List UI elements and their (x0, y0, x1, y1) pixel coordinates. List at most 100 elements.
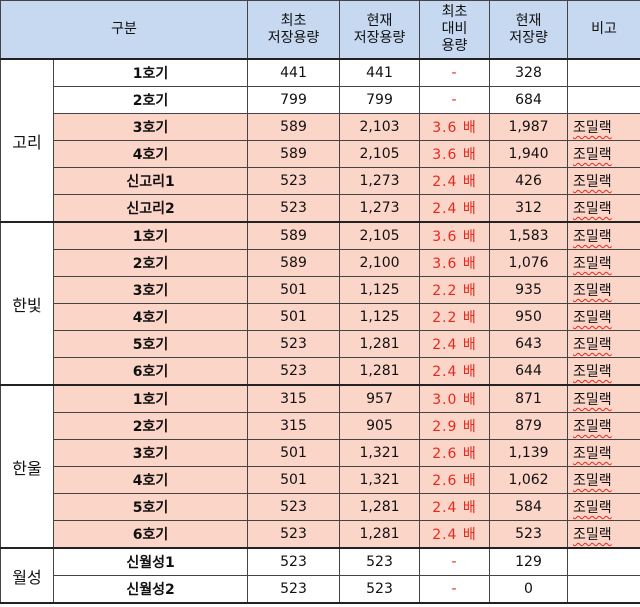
remarks-text: 조밀랙 (573, 283, 612, 299)
capacity-ratio: 2.2 배 (419, 276, 491, 304)
header-current-line2: 저장용량 (353, 29, 406, 46)
current-capacity: 2,105 (339, 221, 421, 250)
remarks: 조밀랙 (567, 357, 640, 386)
remarks-text: 조밀랙 (573, 120, 612, 136)
table-row: 5호기 523 1,281 2.4 배 643 조밀랙 (1, 330, 640, 358)
unit-name: 2호기 (52, 412, 249, 440)
current-storage: 1,062 (489, 466, 569, 494)
remarks-text: 조밀랙 (573, 201, 612, 217)
group-name: 한빛 (0, 221, 54, 386)
current-capacity: 2,103 (339, 113, 421, 141)
capacity-ratio: 2.9 배 (419, 412, 491, 440)
current-capacity: 1,321 (339, 439, 421, 467)
table-row: 2호기 589 2,100 3.6 배 1,076 조밀랙 (1, 249, 640, 277)
current-storage: 1,583 (489, 221, 569, 250)
current-storage: 1,987 (489, 113, 569, 141)
table-row: 신월성2 523 523-0 (1, 575, 640, 604)
initial-capacity: 501 (247, 276, 341, 304)
initial-capacity: 501 (247, 303, 341, 331)
current-capacity: 1,125 (339, 303, 421, 331)
remarks-text: 조밀랙 (573, 147, 612, 163)
capacity-ratio: 2.6 배 (419, 466, 491, 494)
table-row: 3호기 501 1,125 2.2 배 935 조밀랙 (1, 276, 640, 304)
current-storage: 644 (489, 357, 569, 386)
initial-capacity: 523 (247, 493, 341, 521)
header-category: 구분 (0, 0, 249, 60)
remarks-text: 조밀랙 (573, 229, 612, 245)
current-storage: 426 (489, 167, 569, 195)
header-current-line1: 현재 (366, 12, 393, 29)
current-capacity: 957 (339, 384, 421, 413)
remarks: 조밀랙 (567, 439, 640, 467)
initial-capacity: 523 (247, 547, 341, 576)
current-storage: 584 (489, 493, 569, 521)
unit-name: 5호기 (52, 330, 249, 358)
remarks (567, 58, 640, 87)
remarks-text: 조밀랙 (573, 174, 612, 190)
unit-name: 3호기 (52, 113, 249, 141)
unit-name: 신고리2 (52, 194, 249, 223)
capacity-ratio: 2.4 배 (419, 194, 491, 223)
remarks: 조밀랙 (567, 493, 640, 521)
header-current-capacity: 현재 저장용량 (339, 0, 421, 60)
capacity-ratio: 2.4 배 (419, 167, 491, 195)
header-initial-capacity: 최초 저장용량 (247, 0, 341, 60)
current-storage: 0 (489, 575, 569, 604)
remarks: 조밀랙 (567, 412, 640, 440)
remarks-text: 조밀랙 (573, 364, 612, 380)
current-capacity: 1,281 (339, 330, 421, 358)
header-row: 구분 최초 저장용량 현재 저장용량 최초 대비 용량 현재 저장량 비고 (0, 0, 640, 60)
remarks: 조밀랙 (567, 466, 640, 494)
current-storage: 1,076 (489, 249, 569, 277)
remarks: 조밀랙 (567, 303, 640, 331)
table-row: 월성 신월성1 523 523-129 (0, 547, 640, 604)
capacity-ratio: 2.4 배 (419, 330, 491, 358)
unit-name: 3호기 (52, 439, 249, 467)
remarks: 조밀랙 (567, 140, 640, 168)
unit-name: 6호기 (52, 520, 249, 549)
remarks-text: 조밀랙 (573, 392, 612, 408)
capacity-ratio: 2.6 배 (419, 439, 491, 467)
initial-capacity: 523 (247, 167, 341, 195)
current-storage: 1,940 (489, 140, 569, 168)
initial-capacity: 315 (247, 412, 341, 440)
table-row: 3호기 589 2,103 3.6 배 1,987 조밀랙 (1, 113, 640, 141)
initial-capacity: 501 (247, 466, 341, 494)
capacity-ratio: 3.6 배 (419, 113, 491, 141)
unit-name: 5호기 (52, 493, 249, 521)
current-storage: 523 (489, 520, 569, 549)
table-row: 4호기 501 1,125 2.2 배 950 조밀랙 (1, 303, 640, 331)
initial-capacity: 589 (247, 140, 341, 168)
initial-capacity: 501 (247, 439, 341, 467)
current-storage: 129 (489, 547, 569, 576)
current-capacity: 1,125 (339, 276, 421, 304)
remarks-text: 조밀랙 (573, 473, 612, 489)
unit-name: 4호기 (52, 466, 249, 494)
group-name: 한울 (0, 384, 54, 549)
current-capacity: 905 (339, 412, 421, 440)
capacity-ratio: 2.4 배 (419, 357, 491, 386)
initial-capacity: 589 (247, 249, 341, 277)
initial-capacity: 441 (247, 58, 341, 87)
current-capacity: 1,281 (339, 493, 421, 521)
unit-name: 3호기 (52, 276, 249, 304)
group-name: 고리 (0, 58, 54, 223)
initial-capacity: 523 (247, 520, 341, 549)
capacity-ratio: 2.4 배 (419, 493, 491, 521)
table-row: 신고리2 523 1,273 2.4 배 312 조밀랙 (1, 194, 640, 223)
current-storage: 950 (489, 303, 569, 331)
capacity-ratio: 3.6 배 (419, 221, 491, 250)
remarks-text: 조밀랙 (573, 446, 612, 462)
remarks: 조밀랙 (567, 167, 640, 195)
table-row: 4호기 589 2,105 3.6 배 1,940 조밀랙 (1, 140, 640, 168)
remarks-text: 조밀랙 (573, 527, 612, 543)
initial-capacity: 799 (247, 86, 341, 114)
table-body: 고리 1호기 441 441-328 2호기 799 799-684 3호기 589 2,103 3… (0, 58, 640, 604)
capacity-ratio: - (419, 86, 491, 114)
current-capacity: 1,273 (339, 194, 421, 223)
capacity-ratio: - (419, 575, 491, 604)
header-initial-line2: 저장용량 (267, 29, 320, 46)
header-remarks: 비고 (567, 0, 640, 60)
current-storage: 684 (489, 86, 569, 114)
